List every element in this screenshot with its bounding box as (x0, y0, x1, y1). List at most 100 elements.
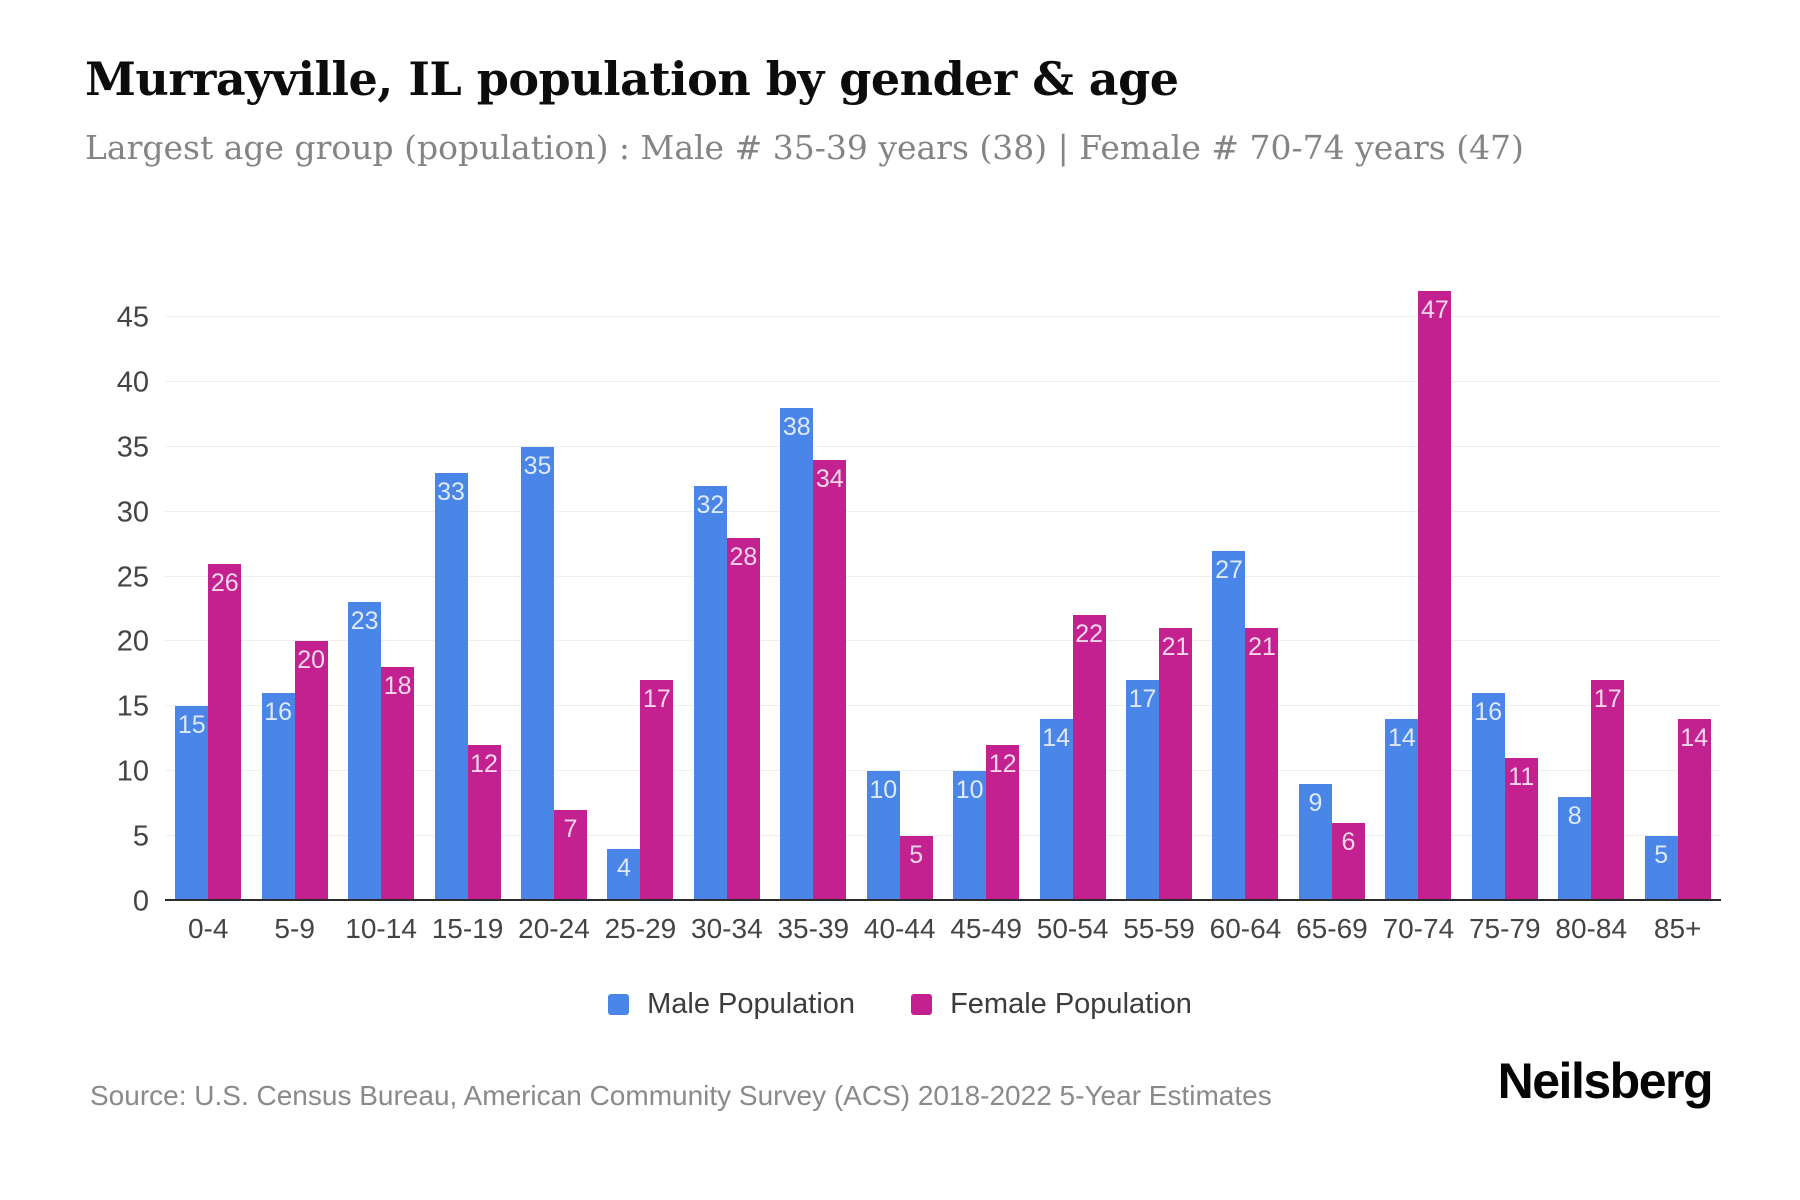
female-bar-35-39[interactable]: 34 (813, 459, 847, 901)
female-legend-swatch-icon (911, 994, 933, 1015)
bar-chart-plot-area: 0 5 10 15 20 25 30 35 40 45 15 26 0-4 16 20 5-9 23 18 10-1… (117, 278, 1721, 944)
x-axis-label-80-84: 80-84 (1555, 913, 1628, 944)
female-bar-60-64[interactable]: 21 (1245, 628, 1279, 901)
y-tick-label-10: 10 (116, 755, 149, 788)
female-bar-25-29[interactable]: 17 (640, 680, 674, 901)
male-bar-0-4[interactable]: 15 (175, 706, 209, 901)
female-bar-50-54[interactable]: 22 (1072, 615, 1106, 901)
gridline-y15 (165, 705, 1721, 707)
male-bar-value-80-84: 8 (1567, 802, 1582, 831)
male-bar-35-39[interactable]: 38 (780, 407, 814, 901)
male-bar-value-15-19: 33 (437, 477, 465, 506)
x-axis-label-40-44: 40-44 (863, 913, 936, 944)
x-axis-label-65-69: 65-69 (1296, 913, 1368, 944)
legend-item-female: Female Population (911, 988, 1192, 1021)
female-bar-value-0-4: 26 (210, 568, 239, 597)
age-group-55-59: 17 21 55-59 (1116, 278, 1202, 944)
female-bar-75-79[interactable]: 11 (1504, 758, 1538, 901)
female-bar-80-84[interactable]: 17 (1591, 680, 1625, 901)
male-bar-value-50-54: 14 (1042, 724, 1070, 753)
page-title: Murrayville, IL population by gender & a… (85, 52, 1179, 106)
male-bar-value-70-74: 14 (1387, 724, 1416, 753)
y-tick-label-0: 0 (132, 885, 149, 918)
y-tick-label-25: 25 (116, 561, 149, 594)
x-axis-label-15-19: 15-19 (431, 913, 504, 944)
male-bar-value-60-64: 27 (1215, 555, 1243, 584)
male-bar-value-35-39: 38 (782, 412, 811, 441)
x-axis-label-25-29: 25-29 (604, 913, 677, 944)
legend-item-male: Male Population (608, 988, 855, 1021)
male-bar-value-0-4: 15 (177, 711, 206, 740)
male-bar-5-9[interactable]: 16 (261, 693, 295, 901)
x-axis-label-55-59: 55-59 (1123, 913, 1195, 944)
female-bar-value-75-79: 11 (1508, 763, 1535, 792)
male-bar-45-49[interactable]: 10 (953, 771, 987, 901)
female-bar-value-60-64: 21 (1248, 633, 1276, 662)
x-axis-label-30-34: 30-34 (691, 913, 763, 944)
age-group-50-54: 14 22 50-54 (1029, 278, 1115, 944)
male-bar-30-34[interactable]: 32 (693, 485, 727, 901)
female-bar-0-4[interactable]: 26 (208, 563, 242, 901)
female-bar-value-20-24: 7 (563, 815, 578, 844)
gridline-y45 (165, 315, 1721, 317)
age-group-25-29: 4 17 25-29 (597, 278, 683, 944)
neilsberg-logo: Neilsberg (1497, 1053, 1714, 1109)
female-bar-65-69[interactable]: 6 (1331, 823, 1365, 901)
x-axis-label-20-24: 20-24 (518, 913, 590, 944)
male-bar-40-44[interactable]: 10 (866, 771, 900, 901)
age-group-0-4: 15 26 0-4 (165, 278, 251, 944)
age-group-80-84: 8 17 80-84 (1548, 278, 1634, 944)
male-bar-15-19[interactable]: 33 (434, 472, 468, 901)
y-tick-label-20: 20 (116, 625, 149, 658)
male-bar-65-69[interactable]: 9 (1298, 784, 1332, 901)
age-group-40-44: 10 5 40-44 (857, 278, 943, 944)
gridline-y5 (165, 835, 1721, 837)
male-bar-85+[interactable]: 5 (1644, 836, 1678, 901)
age-group-60-64: 27 21 60-64 (1202, 278, 1288, 944)
gridline-y30 (165, 510, 1721, 512)
age-group-35-39: 38 34 35-39 (770, 278, 856, 944)
female-bar-value-35-39: 34 (815, 464, 844, 493)
female-legend-label: Female Population (950, 988, 1192, 1020)
x-axis-label-10-14: 10-14 (345, 913, 417, 944)
male-bar-value-30-34: 32 (696, 490, 725, 519)
female-bar-value-65-69: 6 (1341, 828, 1356, 857)
female-bar-45-49[interactable]: 12 (986, 745, 1020, 901)
female-bar-5-9[interactable]: 20 (294, 641, 328, 901)
female-bar-15-19[interactable]: 12 (467, 745, 501, 901)
female-bar-85+[interactable]: 14 (1677, 719, 1711, 901)
y-tick-label-35: 35 (116, 431, 149, 464)
age-group-70-74: 14 47 70-74 (1375, 278, 1461, 944)
male-bar-value-75-79: 16 (1474, 698, 1503, 727)
x-axis-label-70-74: 70-74 (1382, 913, 1455, 944)
age-group-30-34: 32 28 30-34 (684, 278, 770, 944)
male-bar-value-25-29: 4 (616, 854, 631, 883)
male-bar-value-85+: 5 (1654, 841, 1669, 870)
male-bar-50-54[interactable]: 14 (1039, 719, 1073, 901)
male-bar-60-64[interactable]: 27 (1212, 550, 1246, 901)
male-bar-25-29[interactable]: 4 (607, 849, 641, 901)
male-bar-value-55-59: 17 (1128, 685, 1157, 714)
x-axis-label-75-79: 75-79 (1468, 913, 1541, 944)
female-bar-30-34[interactable]: 28 (726, 537, 760, 901)
male-bar-70-74[interactable]: 14 (1385, 719, 1419, 901)
age-group-10-14: 23 18 10-14 (338, 278, 424, 944)
female-bar-10-14[interactable]: 18 (381, 667, 415, 901)
y-tick-label-30: 30 (116, 496, 149, 529)
bar-groups: 15 26 0-4 16 20 5-9 23 18 10-14 33 12 15-19 35 7 20-24… (165, 278, 1721, 944)
female-bar-55-59[interactable]: 21 (1159, 628, 1193, 901)
x-axis-label-5-9: 5-9 (274, 913, 315, 944)
female-bar-20-24[interactable]: 7 (553, 810, 587, 901)
female-bar-70-74[interactable]: 47 (1418, 290, 1452, 901)
male-bar-value-10-14: 23 (350, 607, 379, 636)
male-legend-label: Male Population (647, 988, 856, 1020)
male-bar-10-14[interactable]: 23 (348, 602, 382, 901)
female-bar-value-85+: 14 (1680, 724, 1709, 753)
male-bar-55-59[interactable]: 17 (1126, 680, 1160, 901)
female-bar-40-44[interactable]: 5 (899, 836, 933, 901)
male-bar-80-84[interactable]: 8 (1558, 797, 1592, 901)
gridline-y25 (165, 575, 1721, 577)
male-bar-75-79[interactable]: 16 (1471, 693, 1505, 901)
male-bar-20-24[interactable]: 35 (520, 446, 554, 901)
